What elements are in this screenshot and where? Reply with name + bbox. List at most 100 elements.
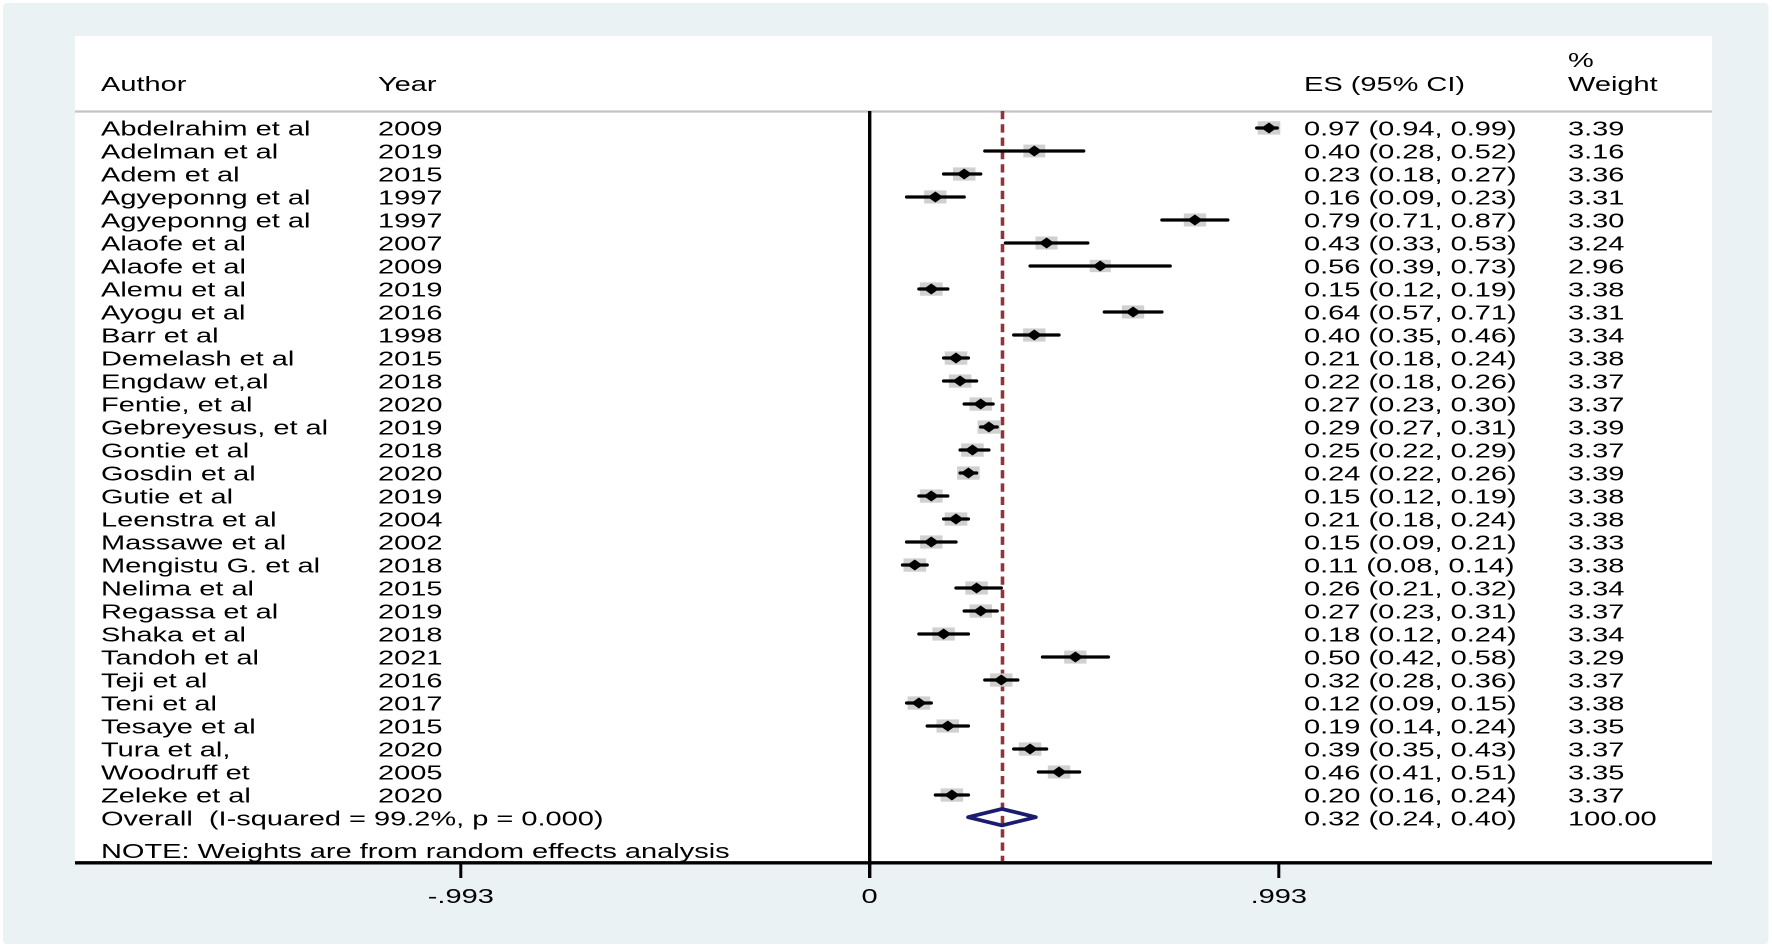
svg-text:2015: 2015 bbox=[378, 348, 442, 370]
svg-text:2019: 2019 bbox=[378, 417, 442, 439]
svg-text:Demelash et al: Demelash et al bbox=[101, 348, 294, 370]
svg-text:2019: 2019 bbox=[378, 279, 442, 301]
svg-text:0.22 (0.18, 0.26): 0.22 (0.18, 0.26) bbox=[1304, 371, 1517, 393]
svg-text:2009: 2009 bbox=[378, 256, 442, 278]
svg-text:3.35: 3.35 bbox=[1568, 716, 1624, 738]
svg-text:3.35: 3.35 bbox=[1568, 762, 1624, 784]
svg-text:0.18 (0.12, 0.24): 0.18 (0.12, 0.24) bbox=[1304, 624, 1517, 646]
svg-text:2019: 2019 bbox=[378, 486, 442, 508]
svg-text:1997: 1997 bbox=[378, 210, 442, 232]
svg-text:Alaofe et al: Alaofe et al bbox=[101, 233, 246, 255]
svg-text:2020: 2020 bbox=[378, 463, 442, 485]
svg-text:2.96: 2.96 bbox=[1568, 256, 1624, 278]
svg-text:0.21 (0.18, 0.24): 0.21 (0.18, 0.24) bbox=[1304, 348, 1517, 370]
svg-text:Nelima et al: Nelima et al bbox=[101, 578, 254, 600]
svg-text:Gosdin et al: Gosdin et al bbox=[101, 463, 256, 485]
svg-text:Gebreyesus, et al: Gebreyesus, et al bbox=[101, 417, 328, 439]
svg-text:Year: Year bbox=[378, 73, 437, 95]
svg-text:0.39 (0.35, 0.43): 0.39 (0.35, 0.43) bbox=[1304, 739, 1517, 761]
svg-text:3.24: 3.24 bbox=[1568, 233, 1625, 255]
svg-text:3.34: 3.34 bbox=[1568, 624, 1625, 646]
svg-text:0.40 (0.28, 0.52): 0.40 (0.28, 0.52) bbox=[1304, 141, 1517, 163]
svg-text:3.37: 3.37 bbox=[1568, 785, 1624, 807]
svg-text:3.38: 3.38 bbox=[1568, 509, 1624, 531]
svg-text:Tura et al,: Tura et al, bbox=[101, 739, 230, 761]
svg-text:2019: 2019 bbox=[378, 601, 442, 623]
svg-text:3.31: 3.31 bbox=[1568, 302, 1624, 324]
svg-text:Author: Author bbox=[101, 73, 186, 95]
svg-text:Agyeponng et al: Agyeponng et al bbox=[101, 187, 310, 209]
svg-text:0.32 (0.24, 0.40): 0.32 (0.24, 0.40) bbox=[1304, 808, 1517, 830]
svg-text:Mengistu G. et al: Mengistu G. et al bbox=[101, 555, 320, 577]
svg-text:2018: 2018 bbox=[378, 371, 442, 393]
svg-text:2019: 2019 bbox=[378, 141, 442, 163]
svg-text:3.16: 3.16 bbox=[1568, 141, 1624, 163]
svg-text:0.15 (0.12, 0.19): 0.15 (0.12, 0.19) bbox=[1304, 486, 1517, 508]
svg-text:2015: 2015 bbox=[378, 716, 442, 738]
svg-text:0.27 (0.23, 0.30): 0.27 (0.23, 0.30) bbox=[1304, 394, 1517, 416]
svg-text:3.37: 3.37 bbox=[1568, 440, 1624, 462]
svg-text:2020: 2020 bbox=[378, 739, 442, 761]
svg-text:3.39: 3.39 bbox=[1568, 417, 1624, 439]
svg-text:0.64 (0.57, 0.71): 0.64 (0.57, 0.71) bbox=[1304, 302, 1517, 324]
svg-text:3.38: 3.38 bbox=[1568, 348, 1624, 370]
svg-text:3.38: 3.38 bbox=[1568, 279, 1624, 301]
svg-text:0.40 (0.35, 0.46): 0.40 (0.35, 0.46) bbox=[1304, 325, 1517, 347]
svg-text:1997: 1997 bbox=[378, 187, 442, 209]
svg-text:NOTE: Weights are from random: NOTE: Weights are from random effects an… bbox=[101, 840, 730, 862]
svg-text:0.24 (0.22, 0.26): 0.24 (0.22, 0.26) bbox=[1304, 463, 1517, 485]
svg-text:%: % bbox=[1568, 49, 1594, 71]
svg-text:3.30: 3.30 bbox=[1568, 210, 1624, 232]
svg-text:2007: 2007 bbox=[378, 233, 442, 255]
svg-text:Tesaye et al: Tesaye et al bbox=[101, 716, 256, 738]
svg-text:0.50 (0.42, 0.58): 0.50 (0.42, 0.58) bbox=[1304, 647, 1517, 669]
svg-text:Weight: Weight bbox=[1568, 73, 1658, 95]
svg-text:-.993: -.993 bbox=[428, 885, 494, 907]
svg-text:0.25 (0.22, 0.29): 0.25 (0.22, 0.29) bbox=[1304, 440, 1517, 462]
svg-text:2016: 2016 bbox=[378, 670, 442, 692]
svg-text:3.33: 3.33 bbox=[1568, 532, 1624, 554]
svg-text:Teji et al: Teji et al bbox=[101, 670, 207, 692]
svg-text:2002: 2002 bbox=[378, 532, 442, 554]
svg-text:2020: 2020 bbox=[378, 785, 442, 807]
svg-text:0.43 (0.33, 0.53): 0.43 (0.33, 0.53) bbox=[1304, 233, 1517, 255]
svg-text:3.36: 3.36 bbox=[1568, 164, 1624, 186]
svg-text:Alaofe et al: Alaofe et al bbox=[101, 256, 246, 278]
svg-text:0.20 (0.16, 0.24): 0.20 (0.16, 0.24) bbox=[1304, 785, 1517, 807]
svg-text:3.39: 3.39 bbox=[1568, 463, 1624, 485]
svg-text:Adelman et al: Adelman et al bbox=[101, 141, 278, 163]
svg-text:3.34: 3.34 bbox=[1568, 325, 1625, 347]
svg-text:Shaka et al: Shaka et al bbox=[101, 624, 246, 646]
svg-text:0.79 (0.71, 0.87): 0.79 (0.71, 0.87) bbox=[1304, 210, 1517, 232]
svg-text:2015: 2015 bbox=[378, 164, 442, 186]
svg-text:ES (95% CI): ES (95% CI) bbox=[1304, 73, 1465, 95]
svg-text:3.37: 3.37 bbox=[1568, 601, 1624, 623]
svg-text:0.15 (0.09, 0.21): 0.15 (0.09, 0.21) bbox=[1304, 532, 1517, 554]
svg-text:.993: .993 bbox=[1251, 885, 1307, 907]
svg-text:2015: 2015 bbox=[378, 578, 442, 600]
svg-text:3.29: 3.29 bbox=[1568, 647, 1624, 669]
svg-text:3.37: 3.37 bbox=[1568, 670, 1624, 692]
svg-text:Alemu et al: Alemu et al bbox=[101, 279, 246, 301]
svg-text:0.15 (0.12, 0.19): 0.15 (0.12, 0.19) bbox=[1304, 279, 1517, 301]
svg-text:Zeleke et al: Zeleke et al bbox=[101, 785, 251, 807]
svg-text:0.27 (0.23, 0.31): 0.27 (0.23, 0.31) bbox=[1304, 601, 1517, 623]
svg-text:0: 0 bbox=[861, 885, 877, 907]
svg-text:0.32 (0.28, 0.36): 0.32 (0.28, 0.36) bbox=[1304, 670, 1517, 692]
svg-text:Leenstra et al: Leenstra et al bbox=[101, 509, 277, 531]
svg-text:0.46 (0.41, 0.51): 0.46 (0.41, 0.51) bbox=[1304, 762, 1517, 784]
svg-text:Gutie et al: Gutie et al bbox=[101, 486, 233, 508]
svg-text:Barr et al: Barr et al bbox=[101, 325, 219, 347]
svg-text:Teni et al: Teni et al bbox=[101, 693, 217, 715]
svg-text:2005: 2005 bbox=[378, 762, 442, 784]
svg-text:3.38: 3.38 bbox=[1568, 555, 1624, 577]
svg-text:3.38: 3.38 bbox=[1568, 693, 1624, 715]
svg-text:Fentie, et al: Fentie, et al bbox=[101, 394, 252, 416]
svg-text:2018: 2018 bbox=[378, 624, 442, 646]
svg-text:Overall (I-squared = 99.2%, p: Overall (I-squared = 99.2%, p = 0.000) bbox=[101, 808, 604, 830]
svg-text:0.97 (0.94, 0.99): 0.97 (0.94, 0.99) bbox=[1304, 118, 1517, 140]
svg-text:0.29 (0.27, 0.31): 0.29 (0.27, 0.31) bbox=[1304, 417, 1517, 439]
svg-text:0.16 (0.09, 0.23): 0.16 (0.09, 0.23) bbox=[1304, 187, 1517, 209]
svg-text:3.34: 3.34 bbox=[1568, 578, 1625, 600]
svg-text:2018: 2018 bbox=[378, 555, 442, 577]
